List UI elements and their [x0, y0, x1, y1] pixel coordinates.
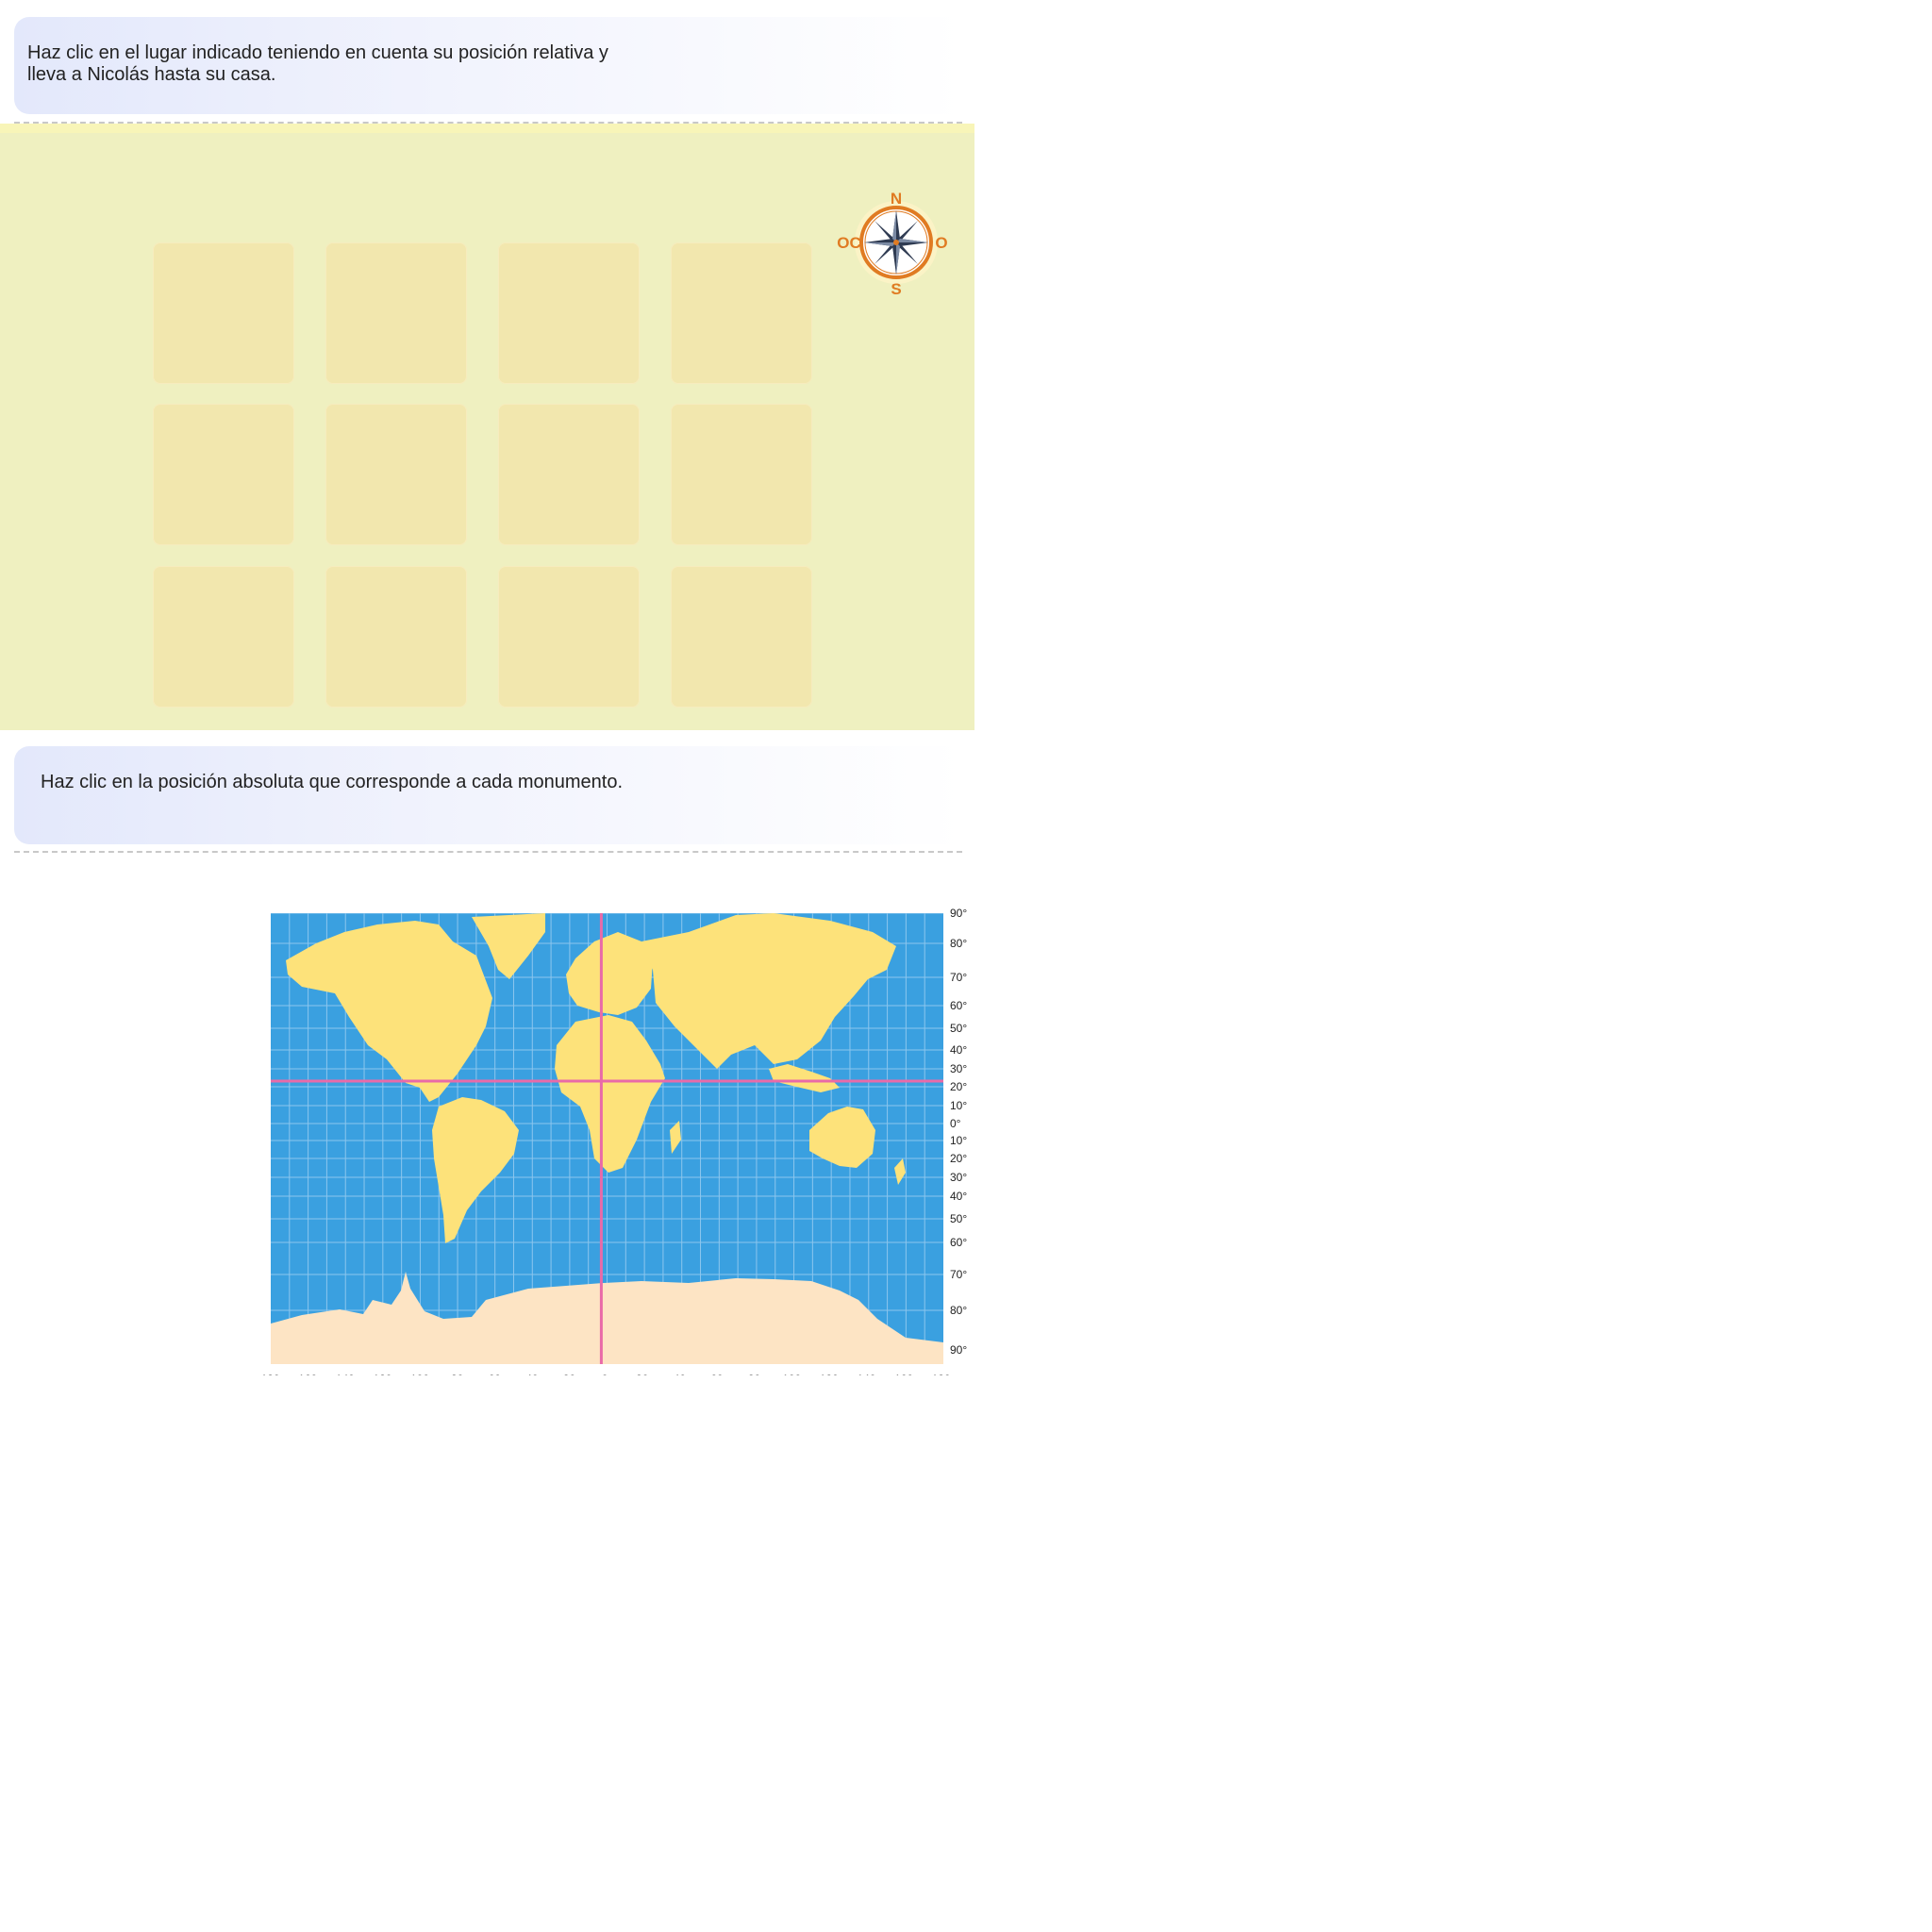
longitude-label: 0° — [602, 1373, 613, 1375]
compass-east-label: O — [935, 234, 947, 252]
longitude-label: 180° — [932, 1373, 956, 1375]
compass-south-label: S — [891, 280, 901, 298]
longitude-label: -60° — [485, 1373, 506, 1375]
grid-cell-r2-c1[interactable] — [153, 404, 294, 545]
asia — [641, 913, 896, 1069]
australia — [809, 1107, 875, 1168]
longitude-label: 140° — [857, 1373, 880, 1375]
latitude-label: 10° — [950, 1099, 967, 1112]
instruction-absolute: Haz clic en la posición absoluta que cor… — [14, 746, 962, 844]
compass-north-label: N — [891, 190, 902, 208]
latitude-label: 40° — [950, 1190, 967, 1203]
latitude-label: 70° — [950, 1268, 967, 1281]
europe — [566, 932, 653, 1015]
south-america — [432, 1097, 519, 1243]
longitude-label: -120° — [369, 1373, 396, 1375]
grid-cell-r3-c1[interactable] — [153, 566, 294, 708]
instruction-absolute-text: Haz clic en la posición absoluta que cor… — [41, 772, 624, 792]
grid-cell-r1-c1[interactable] — [153, 242, 294, 384]
divider — [14, 851, 962, 853]
longitude-label: -20° — [559, 1373, 580, 1375]
longitude-labels: -180° -160° -140° -120° -100° -80° -60° -40° -20… — [258, 1373, 956, 1386]
world-map[interactable]: -180° -160° -140° -120° -100° -80° -60° -40° -20… — [245, 904, 972, 1386]
grid-cell-r1-c3[interactable] — [498, 242, 640, 384]
longitude-label: -140° — [332, 1373, 359, 1375]
latitude-label: 30° — [950, 1062, 967, 1075]
grid-cell-r3-c4[interactable] — [671, 566, 812, 708]
latitude-label: 50° — [950, 1212, 967, 1225]
longitude-label: -80° — [447, 1373, 468, 1375]
greenland — [472, 913, 545, 979]
grid-cell-r2-c3[interactable] — [498, 404, 640, 545]
latitude-label: 40° — [950, 1043, 967, 1057]
instruction-relative: Haz clic en el lugar indicado teniendo e… — [14, 17, 962, 114]
latitude-label: 70° — [950, 971, 967, 984]
longitude-label: -180° — [258, 1373, 285, 1375]
world-map-panel: -180° -160° -140° -120° -100° -80° -60° -40° -20… — [245, 904, 972, 1386]
grid-cell-r2-c4[interactable] — [671, 404, 812, 545]
longitude-label: 160° — [894, 1373, 918, 1375]
longitude-label: -40° — [522, 1373, 542, 1375]
africa — [555, 1015, 665, 1173]
grid-cell-r1-c2[interactable] — [325, 242, 467, 384]
grid-cell-r1-c4[interactable] — [671, 242, 812, 384]
longitude-label: 100° — [782, 1373, 806, 1375]
latitude-label: 20° — [950, 1152, 967, 1165]
longitude-label: 60° — [710, 1373, 727, 1375]
longitude-label: 80° — [748, 1373, 765, 1375]
latitude-label: 60° — [950, 1236, 967, 1249]
grid-cell-r2-c2[interactable] — [325, 404, 467, 545]
instruction-relative-text: Haz clic en el lugar indicado teniendo e… — [27, 42, 608, 85]
latitude-label: 50° — [950, 1022, 967, 1035]
divider — [14, 122, 962, 124]
latitude-label: 20° — [950, 1080, 967, 1093]
latitude-label: 30° — [950, 1171, 967, 1184]
compass-rose-icon: N OC O S — [837, 190, 947, 298]
longitude-label: 120° — [820, 1373, 843, 1375]
north-america — [286, 921, 492, 1102]
latitude-label: 10° — [950, 1134, 967, 1147]
compass-west-label: OC — [837, 234, 861, 252]
latitude-label: 90° — [950, 1343, 967, 1357]
longitude-label: -160° — [294, 1373, 322, 1375]
latitude-label: 80° — [950, 937, 967, 950]
longitude-label: 20° — [636, 1373, 653, 1375]
new-zealand — [894, 1158, 906, 1185]
antarctica — [271, 1272, 943, 1364]
relative-position-board — [0, 124, 974, 730]
grid-cell-r3-c3[interactable] — [498, 566, 640, 708]
latitude-label: 90° — [950, 907, 967, 920]
indonesia — [769, 1064, 840, 1092]
latitude-labels: 90° 80° 70° 60° 50° 40° 30° 20° 10° 0° 10° 20° 30° 40… — [950, 907, 967, 1357]
longitude-label: -100° — [407, 1373, 434, 1375]
latitude-label: 60° — [950, 999, 967, 1012]
grid-cell-r3-c2[interactable] — [325, 566, 467, 708]
latitude-label: 80° — [950, 1304, 967, 1317]
latitude-label: 0° — [950, 1117, 961, 1130]
continents — [271, 913, 943, 1364]
madagascar — [670, 1121, 681, 1154]
longitude-label: 40° — [674, 1373, 691, 1375]
